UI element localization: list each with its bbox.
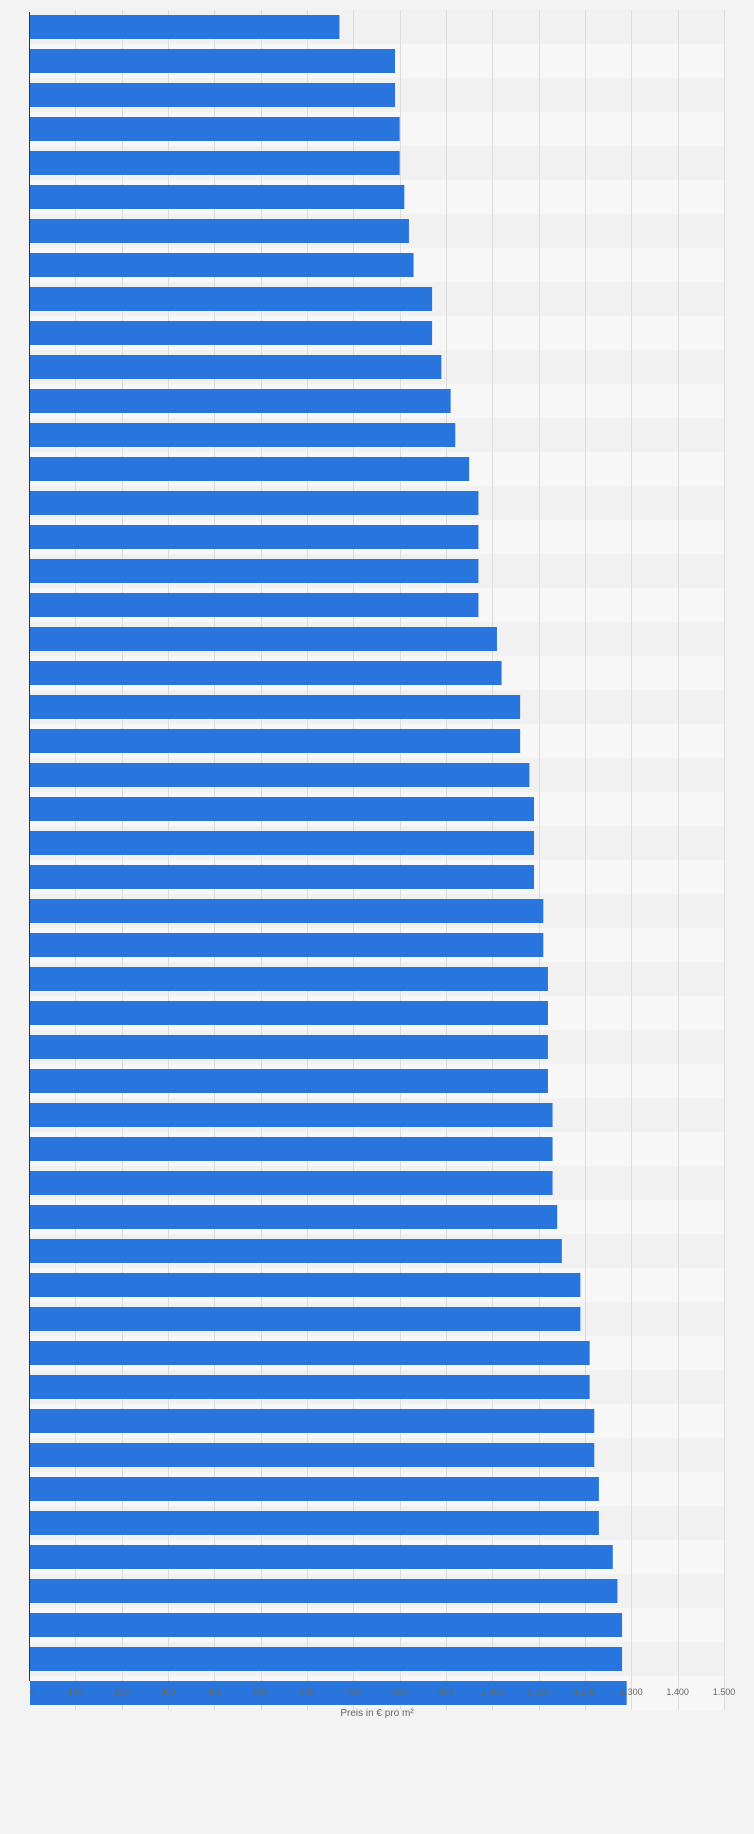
bar[interactable] xyxy=(30,457,470,481)
x-tick-label: 600 xyxy=(299,1687,314,1697)
bar[interactable] xyxy=(30,15,340,39)
bar[interactable] xyxy=(30,899,544,923)
bar[interactable] xyxy=(30,627,497,651)
bar[interactable] xyxy=(30,967,548,991)
bar[interactable] xyxy=(30,593,479,617)
x-tick-label: 0 xyxy=(29,1687,34,1697)
bar[interactable] xyxy=(30,831,535,855)
bar[interactable] xyxy=(30,321,433,345)
bar[interactable] xyxy=(30,1035,548,1059)
bar[interactable] xyxy=(30,559,479,583)
bar[interactable] xyxy=(30,219,409,243)
x-tick-label: 200 xyxy=(114,1687,129,1697)
bar[interactable] xyxy=(30,1137,553,1161)
x-tick-label: 300 xyxy=(160,1687,175,1697)
x-tick-labels: 0 100 200 300 400 500 600 700 800 900 1.000 1.100 1.… xyxy=(29,1687,735,1697)
x-tick-label: 1.200 xyxy=(574,1687,597,1697)
bar[interactable] xyxy=(30,933,544,957)
x-tick-label: 100 xyxy=(68,1687,83,1697)
bar[interactable] xyxy=(30,729,521,753)
bar[interactable] xyxy=(30,355,442,379)
bar[interactable] xyxy=(30,389,451,413)
bar[interactable] xyxy=(30,151,400,175)
bar[interactable] xyxy=(30,797,535,821)
bar[interactable] xyxy=(30,1613,623,1637)
x-tick-label: 1.400 xyxy=(666,1687,689,1697)
bar[interactable] xyxy=(30,423,456,447)
bar[interactable] xyxy=(30,1307,581,1331)
x-tick-label: 1.100 xyxy=(527,1687,550,1697)
bar[interactable] xyxy=(30,661,502,685)
bar[interactable] xyxy=(30,525,479,549)
bar[interactable] xyxy=(30,83,396,107)
bar[interactable] xyxy=(30,1273,581,1297)
bar[interactable] xyxy=(30,1579,618,1603)
bar[interactable] xyxy=(30,117,400,141)
bar[interactable] xyxy=(30,1409,595,1433)
bar[interactable] xyxy=(30,1001,548,1025)
x-tick-label: 1.000 xyxy=(481,1687,504,1697)
bar[interactable] xyxy=(30,1477,599,1501)
bar[interactable] xyxy=(30,491,479,515)
bar[interactable] xyxy=(30,1443,595,1467)
bar[interactable] xyxy=(30,1647,623,1671)
bars xyxy=(30,15,627,1705)
bar[interactable] xyxy=(30,695,521,719)
x-tick-label: 900 xyxy=(438,1687,453,1697)
x-tick-label: 700 xyxy=(346,1687,361,1697)
bar[interactable] xyxy=(30,1069,548,1093)
bar[interactable] xyxy=(30,1375,590,1399)
bar[interactable] xyxy=(30,1545,613,1569)
bar[interactable] xyxy=(30,49,396,73)
bar[interactable] xyxy=(30,1341,590,1365)
bar[interactable] xyxy=(30,287,433,311)
x-axis-title: Preis in € pro m² xyxy=(340,1708,414,1719)
x-tick-label: 1.300 xyxy=(620,1687,643,1697)
bar[interactable] xyxy=(30,253,414,277)
x-tick-label: 500 xyxy=(253,1687,268,1697)
bar[interactable] xyxy=(30,1205,558,1229)
bar[interactable] xyxy=(30,1239,562,1263)
bar[interactable] xyxy=(30,1103,553,1127)
x-tick-label: 1.500 xyxy=(713,1687,736,1697)
bar[interactable] xyxy=(30,185,405,209)
bar[interactable] xyxy=(30,763,530,787)
bar[interactable] xyxy=(30,1681,627,1705)
bar[interactable] xyxy=(30,1511,599,1535)
bar[interactable] xyxy=(30,865,535,889)
x-tick-label: 400 xyxy=(207,1687,222,1697)
x-tick-label: 800 xyxy=(392,1687,407,1697)
bar[interactable] xyxy=(30,1171,553,1195)
